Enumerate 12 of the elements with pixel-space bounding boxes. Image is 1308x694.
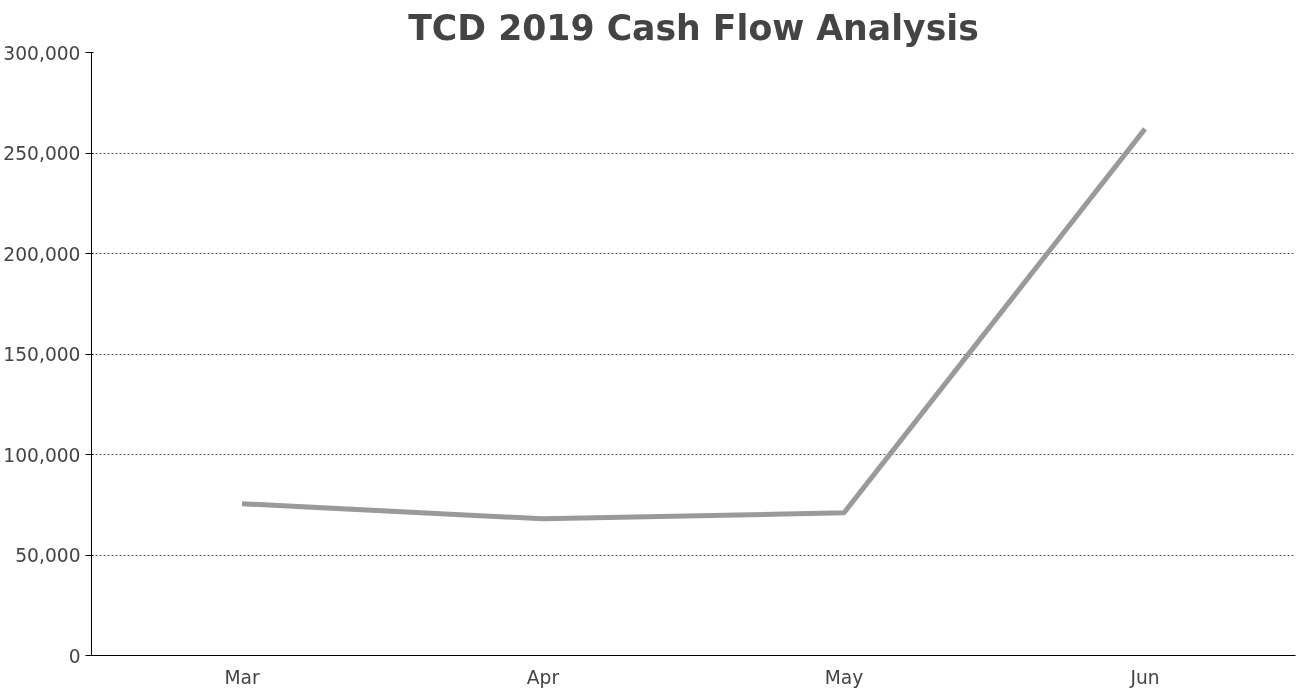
y-tick-label: 100,000 bbox=[3, 444, 81, 466]
x-tick-label: Apr bbox=[526, 666, 560, 688]
y-tick-label: 0 bbox=[68, 645, 81, 667]
chart-title: TCD 2019 Cash Flow Analysis bbox=[408, 7, 979, 48]
y-tick-label: 300,000 bbox=[3, 42, 81, 64]
y-tick-label: 250,000 bbox=[3, 143, 81, 164]
x-tick-label: Jun bbox=[1129, 666, 1160, 688]
y-tick-label: 50,000 bbox=[15, 545, 81, 566]
x-tick-label: Mar bbox=[224, 666, 260, 688]
y-tick-label: 200,000 bbox=[3, 243, 81, 265]
y-tick-label: 150,000 bbox=[3, 344, 81, 365]
x-tick-label: May bbox=[824, 666, 864, 688]
